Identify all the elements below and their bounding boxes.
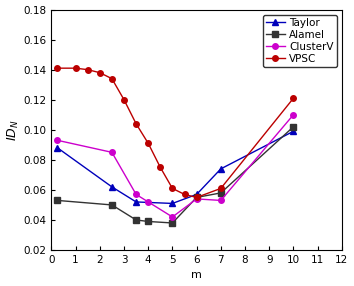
- Taylor: [291, 130, 296, 133]
- VPSC: [134, 122, 138, 126]
- VPSC: [55, 66, 59, 70]
- ClusterV: [55, 139, 59, 142]
- Taylor: [110, 185, 114, 189]
- VPSC: [110, 77, 114, 80]
- ClusterV: [146, 200, 150, 204]
- VPSC: [98, 71, 102, 74]
- ClusterV: [219, 199, 223, 202]
- Alamel: [170, 221, 175, 225]
- X-axis label: m: m: [191, 271, 202, 281]
- VPSC: [146, 142, 150, 145]
- VPSC: [291, 96, 296, 100]
- Alamel: [219, 191, 223, 195]
- Taylor: [219, 167, 223, 170]
- VPSC: [170, 187, 175, 190]
- ClusterV: [170, 215, 175, 219]
- Line: Taylor: Taylor: [55, 128, 296, 206]
- ClusterV: [194, 197, 199, 201]
- Taylor: [55, 146, 59, 150]
- ClusterV: [134, 193, 138, 196]
- ClusterV: [291, 113, 296, 116]
- Line: VPSC: VPSC: [55, 65, 296, 200]
- VPSC: [122, 98, 126, 102]
- Alamel: [146, 220, 150, 223]
- ClusterV: [110, 151, 114, 154]
- Alamel: [194, 196, 199, 199]
- Y-axis label: $ID_N$: $ID_N$: [6, 119, 21, 141]
- Taylor: [170, 202, 175, 205]
- VPSC: [74, 66, 78, 70]
- Alamel: [134, 218, 138, 222]
- VPSC: [194, 196, 199, 199]
- Alamel: [291, 125, 296, 128]
- Taylor: [194, 193, 199, 196]
- Line: Alamel: Alamel: [55, 124, 296, 226]
- VPSC: [219, 187, 223, 190]
- Taylor: [134, 200, 138, 204]
- VPSC: [158, 166, 162, 169]
- Line: ClusterV: ClusterV: [55, 112, 296, 220]
- Alamel: [55, 199, 59, 202]
- VPSC: [182, 193, 187, 196]
- VPSC: [86, 68, 90, 72]
- Alamel: [110, 203, 114, 207]
- Legend: Taylor, Alamel, ClusterV, VPSC: Taylor, Alamel, ClusterV, VPSC: [263, 15, 337, 67]
